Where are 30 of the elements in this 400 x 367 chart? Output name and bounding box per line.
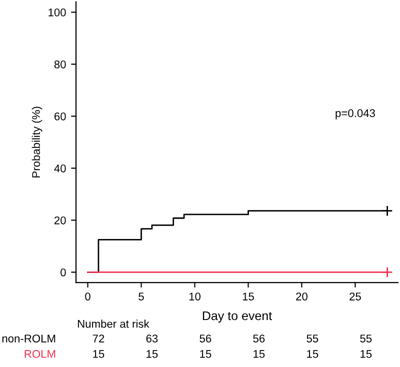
text: 15 xyxy=(200,350,212,358)
y-tick-label: 100 xyxy=(48,8,66,16)
text: non-ROLM xyxy=(2,334,56,342)
y-tick-label: 60 xyxy=(54,112,66,120)
text: 72 xyxy=(92,334,104,342)
text: ROLM xyxy=(24,350,56,358)
text: 15 xyxy=(146,350,158,358)
y-tick-label: 0 xyxy=(60,268,66,276)
x-tick-label: 0 xyxy=(85,292,90,300)
text: 15 xyxy=(254,350,265,358)
annotation: p=0.043 xyxy=(336,109,375,120)
text: 55 xyxy=(360,334,372,342)
y-tick-label: 20 xyxy=(54,216,66,224)
y-tick-label: 40 xyxy=(54,164,66,172)
x-tick-label: 15 xyxy=(242,292,254,300)
y-tick-label: 80 xyxy=(54,60,66,68)
y-axis-title: Probability (%) xyxy=(32,106,42,178)
text: 56 xyxy=(200,334,212,342)
text: 15 xyxy=(360,350,372,358)
x-tick-label: 20 xyxy=(296,292,308,300)
x-tick-label: 25 xyxy=(350,292,361,300)
text: 55 xyxy=(306,334,318,342)
x-axis-title: Day to event xyxy=(202,311,272,323)
text: 15 xyxy=(93,350,104,358)
text: 63 xyxy=(146,334,158,342)
text: 15 xyxy=(307,350,318,358)
text: 56 xyxy=(253,334,265,342)
text: Number at risk xyxy=(78,320,150,328)
x-tick-label: 5 xyxy=(138,292,144,300)
x-tick-label: 10 xyxy=(189,292,200,300)
